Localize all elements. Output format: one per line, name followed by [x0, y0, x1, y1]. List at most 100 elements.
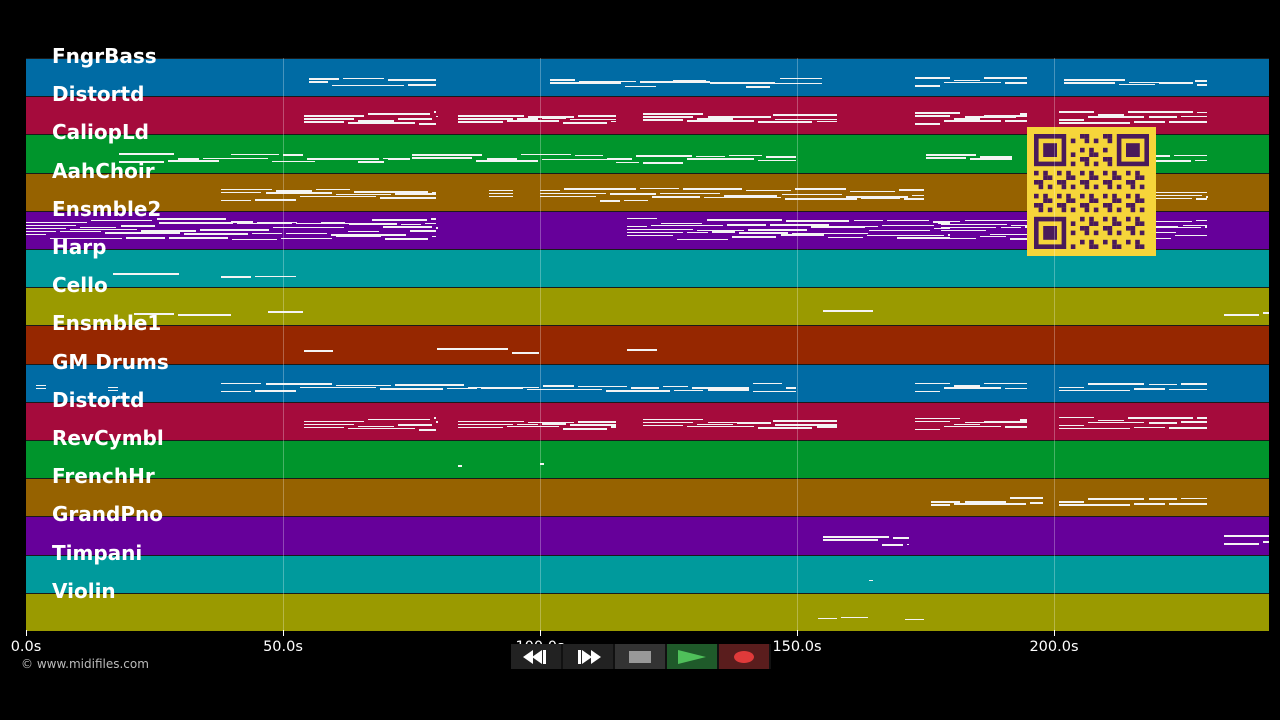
midi-note — [822, 539, 879, 541]
midi-note — [488, 195, 514, 198]
midi-note — [1196, 111, 1208, 114]
midi-note — [540, 189, 560, 192]
midi-note — [1148, 116, 1178, 118]
midi-note — [457, 423, 514, 426]
midi-note — [252, 232, 282, 235]
midi-note — [779, 77, 822, 80]
midi-note — [431, 218, 437, 220]
midi-note — [944, 120, 1001, 122]
play-button[interactable] — [667, 644, 719, 669]
midi-note — [1087, 421, 1145, 424]
midi-note — [925, 157, 966, 159]
midi-note — [418, 123, 437, 125]
midi-note — [652, 196, 701, 198]
midi-note — [457, 118, 514, 120]
midi-note — [610, 426, 617, 428]
midi-note — [368, 418, 431, 421]
midi-note — [221, 382, 262, 385]
midi-note — [1194, 80, 1208, 82]
midi-note — [1098, 114, 1124, 116]
midi-note — [697, 229, 744, 232]
time-tick-label: 150.0s — [772, 639, 822, 655]
midi-note — [280, 237, 333, 240]
midi-note — [579, 80, 636, 83]
qr-code[interactable] — [1027, 127, 1156, 256]
midi-note — [846, 196, 909, 198]
midi-note — [745, 86, 771, 88]
midi-note — [940, 223, 1007, 226]
track-name: GrandPno — [52, 502, 163, 527]
midi-note — [724, 195, 778, 197]
midi-note — [1148, 383, 1178, 386]
midi-note — [933, 227, 951, 230]
midi-note — [1223, 314, 1259, 316]
play-icon — [678, 649, 706, 664]
midi-note — [954, 118, 980, 120]
midi-note — [384, 238, 428, 240]
midi-note — [358, 161, 384, 163]
record-button[interactable] — [719, 644, 771, 669]
fast-forward-button[interactable] — [563, 644, 615, 669]
midi-note — [930, 504, 951, 506]
midi-note — [476, 160, 538, 162]
midi-note — [1144, 160, 1191, 162]
time-tick — [797, 630, 798, 636]
midi-note — [283, 154, 303, 156]
midi-note — [606, 158, 632, 160]
midi-note — [255, 275, 297, 278]
midi-note — [642, 113, 704, 115]
midi-note — [940, 229, 987, 232]
midi-note — [108, 386, 118, 389]
midi-note — [257, 221, 298, 224]
midi-note — [267, 311, 303, 313]
midi-note — [26, 224, 77, 227]
midi-note — [627, 231, 683, 234]
midi-note — [780, 234, 824, 236]
midi-note — [872, 234, 945, 237]
midi-note — [1009, 497, 1043, 499]
midi-note — [562, 428, 607, 430]
midi-note — [347, 230, 379, 233]
midi-note — [1262, 541, 1269, 543]
midi-note — [368, 113, 431, 115]
midi-note — [353, 191, 428, 193]
midi-note — [521, 153, 571, 156]
midi-note — [642, 116, 694, 118]
midi-note — [774, 82, 822, 85]
midi-note — [1181, 115, 1208, 118]
midi-note — [457, 115, 524, 117]
midi-note — [271, 160, 315, 163]
midi-note — [1064, 79, 1125, 81]
midi-note — [624, 199, 648, 202]
midi-note — [906, 543, 910, 546]
midi-note — [1223, 535, 1269, 537]
midi-note — [347, 427, 415, 430]
midi-note — [1059, 386, 1084, 389]
midi-note — [156, 218, 227, 220]
midi-note — [1205, 226, 1208, 228]
stop-button[interactable] — [615, 644, 667, 669]
midi-note — [543, 385, 574, 387]
midi-note — [661, 222, 703, 225]
midi-note — [964, 116, 1016, 118]
midi-note — [168, 237, 228, 239]
rewind-button[interactable] — [511, 644, 563, 669]
midi-note — [930, 501, 961, 503]
midi-note — [739, 232, 788, 234]
midi-note — [303, 423, 354, 426]
midi-note — [773, 114, 838, 116]
midi-note — [1195, 219, 1208, 222]
midi-note — [395, 193, 437, 195]
midi-note — [379, 388, 444, 390]
midi-note — [882, 224, 934, 227]
midi-note — [436, 421, 439, 423]
midi-note — [1151, 194, 1203, 197]
midi-note — [1004, 120, 1028, 122]
midi-note — [488, 189, 514, 192]
midi-note — [1151, 191, 1208, 194]
midi-note — [1181, 421, 1208, 423]
midi-note — [1134, 388, 1166, 390]
track-name: FngrBass — [52, 44, 157, 68]
midi-note — [887, 219, 929, 222]
midi-note — [915, 123, 940, 125]
